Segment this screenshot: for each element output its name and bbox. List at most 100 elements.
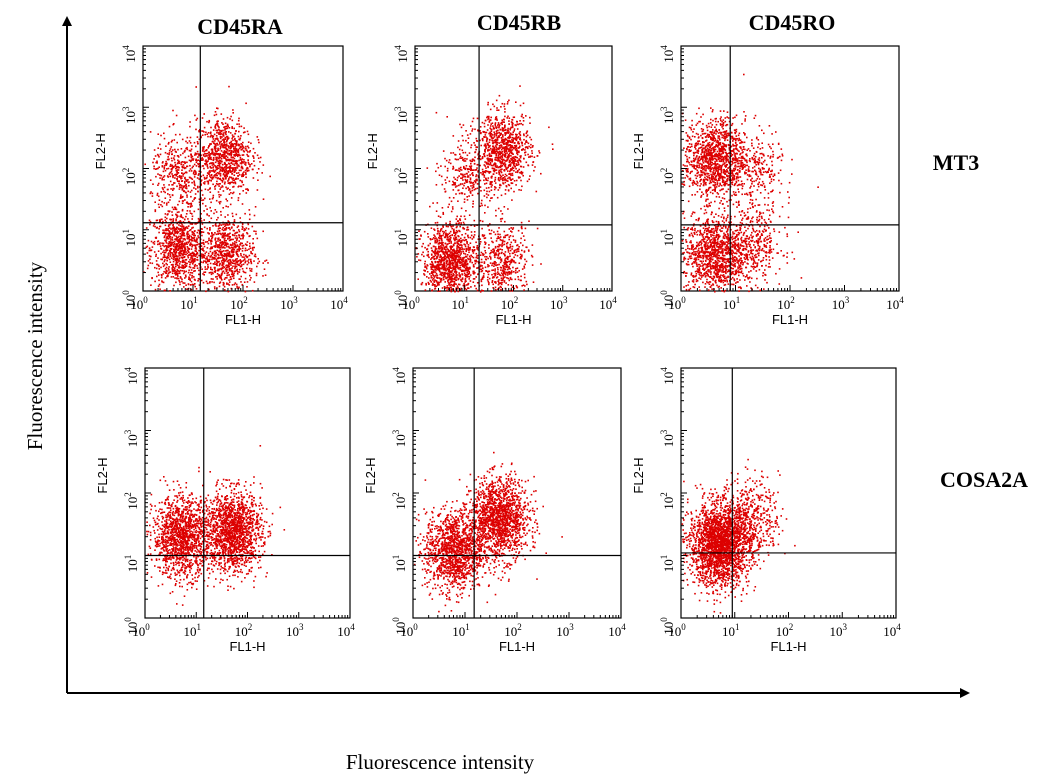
event-point (493, 272, 495, 275)
event-point (239, 217, 241, 219)
event-point (163, 236, 166, 239)
event-point (474, 260, 477, 263)
event-point (220, 277, 222, 279)
event-point (476, 246, 478, 249)
event-point (209, 258, 211, 261)
event-point (221, 273, 223, 275)
event-point (508, 273, 510, 275)
event-point (226, 170, 229, 173)
event-point (503, 154, 506, 156)
event-point (216, 275, 218, 278)
event-point (225, 227, 228, 230)
event-point (237, 260, 239, 262)
event-point (452, 208, 454, 210)
event-point (225, 224, 227, 227)
event-point (190, 202, 193, 205)
event-point (215, 242, 217, 244)
event-point (191, 252, 194, 254)
event-point (217, 233, 219, 235)
event-point (504, 115, 506, 118)
event-point (446, 285, 449, 287)
event-point (421, 253, 423, 256)
event-point (181, 200, 184, 202)
event-point (185, 284, 187, 286)
event-point (231, 134, 234, 136)
event-point (230, 156, 233, 158)
event-point (224, 289, 226, 291)
event-point (162, 176, 165, 178)
event-point (483, 262, 486, 264)
event-point (503, 103, 506, 105)
event-point (225, 270, 228, 272)
event-point (194, 169, 196, 172)
event-point (455, 283, 457, 285)
event-point (225, 254, 227, 257)
event-point (231, 254, 234, 256)
event-point (210, 134, 212, 136)
event-point (454, 290, 456, 293)
event-point (242, 162, 244, 164)
event-point (511, 245, 514, 248)
event-point (429, 238, 432, 240)
event-point (244, 243, 247, 245)
event-point (432, 202, 434, 204)
event-point (490, 249, 493, 252)
event-point (464, 262, 466, 264)
event-point (181, 208, 184, 211)
event-point (169, 271, 172, 273)
event-point (234, 143, 237, 145)
event-point (217, 269, 220, 272)
event-point (197, 217, 200, 220)
event-point (165, 272, 168, 274)
event-point (216, 150, 218, 153)
event-point (194, 234, 196, 237)
event-point (448, 273, 451, 275)
event-point (195, 158, 197, 161)
event-point (216, 131, 218, 134)
event-point (234, 137, 236, 140)
event-point (437, 290, 439, 292)
event-point (177, 227, 180, 230)
event-point (481, 227, 483, 230)
event-point (225, 131, 227, 133)
event-point (177, 176, 179, 178)
event-point (467, 249, 470, 251)
event-point (434, 279, 436, 281)
event-point (227, 271, 229, 274)
event-point (441, 207, 444, 209)
event-point (229, 247, 231, 249)
event-point (179, 281, 181, 283)
event-point (219, 145, 222, 147)
event-point (184, 171, 187, 174)
event-point (466, 263, 469, 266)
event-point (523, 273, 526, 276)
event-point (488, 155, 491, 158)
event-point (171, 206, 174, 209)
event-point (491, 264, 493, 267)
event-point (170, 264, 173, 266)
event-point (189, 253, 192, 255)
event-point (223, 282, 225, 285)
event-point (193, 236, 196, 239)
event-point (437, 277, 439, 279)
event-point (438, 242, 441, 244)
event-point (463, 252, 465, 255)
event-point (457, 250, 460, 253)
event-point (234, 138, 236, 141)
event-point (214, 149, 217, 151)
event-point (223, 266, 226, 268)
event-point (454, 242, 456, 245)
event-point (154, 288, 157, 291)
y-tick-label: 100 (121, 290, 138, 308)
event-point (186, 226, 188, 228)
event-point (222, 118, 225, 120)
event-point (245, 227, 248, 229)
event-point (489, 262, 492, 264)
event-point (240, 165, 243, 168)
event-point (419, 259, 422, 262)
event-point (207, 147, 210, 149)
event-point (162, 244, 164, 247)
event-point (517, 278, 520, 281)
event-point (446, 268, 448, 271)
event-point (189, 261, 191, 264)
